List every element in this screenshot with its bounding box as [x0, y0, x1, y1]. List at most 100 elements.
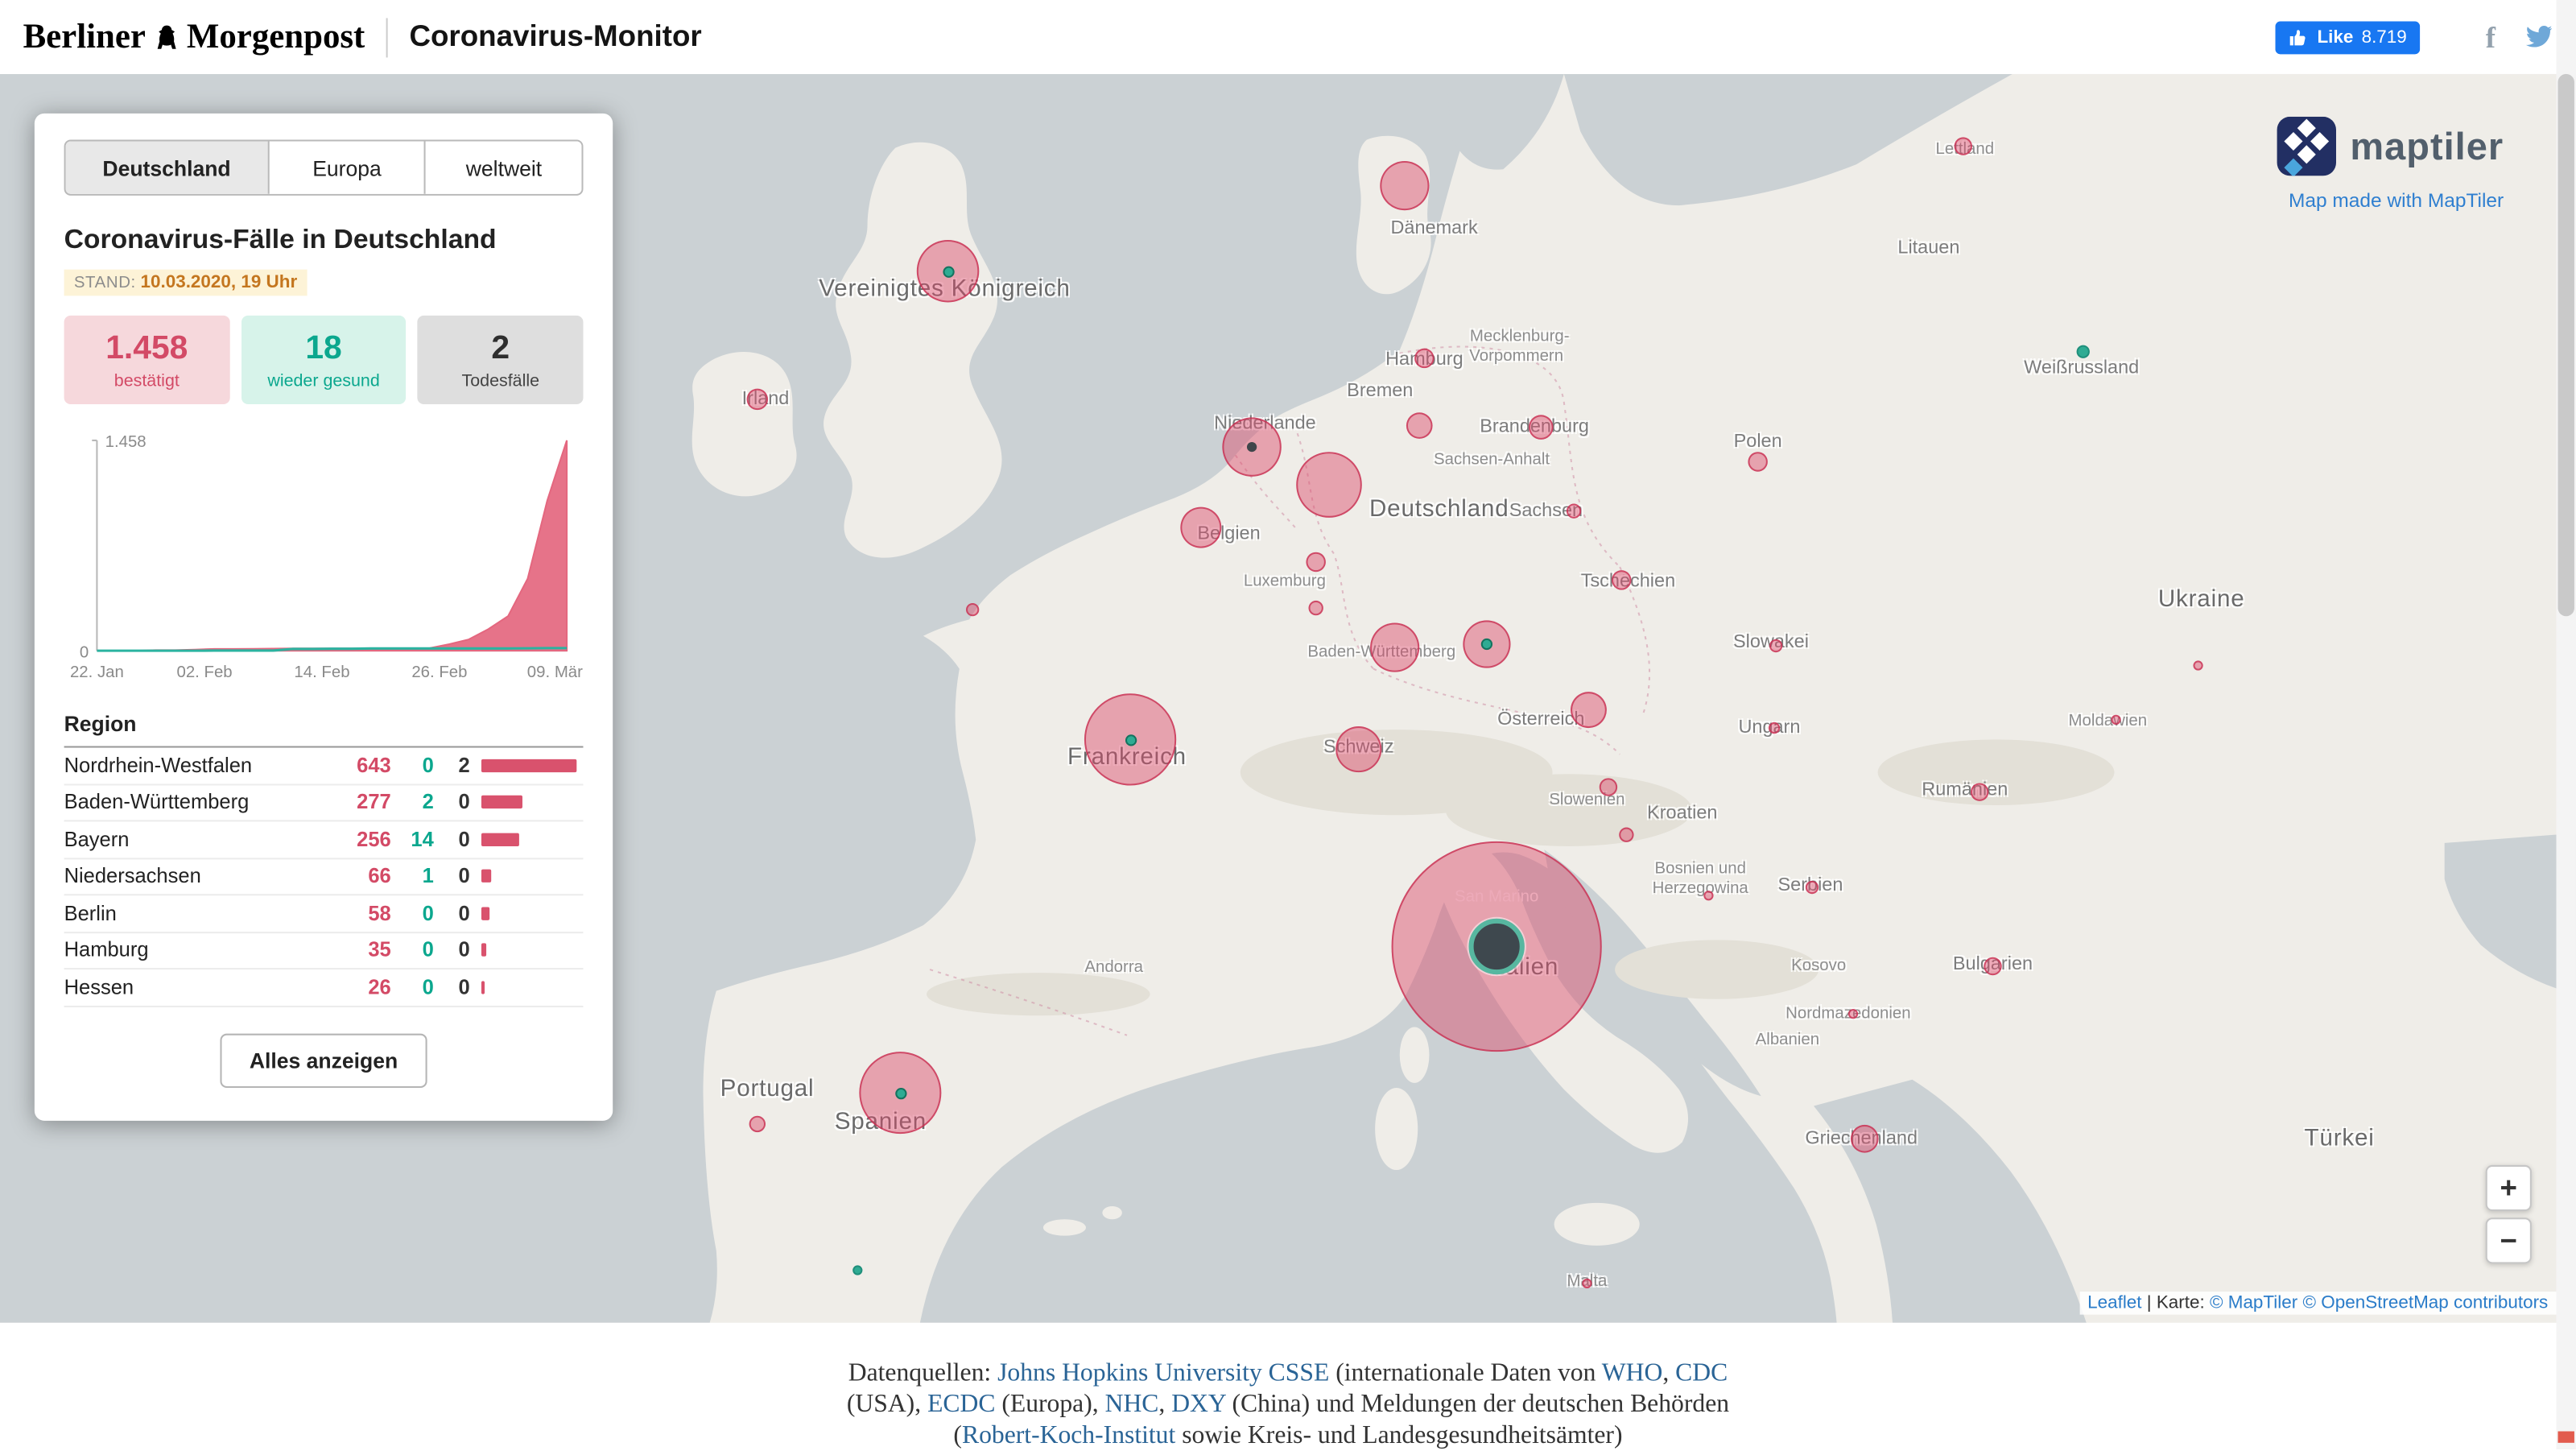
case-marker[interactable] — [1406, 412, 1433, 439]
facebook-icon[interactable]: f — [2485, 20, 2496, 54]
case-marker[interactable] — [1296, 452, 1362, 518]
show-all-button[interactable]: Alles anzeigen — [220, 1032, 427, 1087]
case-marker[interactable] — [1954, 137, 1972, 155]
case-marker[interactable] — [1180, 506, 1222, 548]
region-bar — [470, 980, 584, 994]
tab-deutschland[interactable]: Deutschland — [65, 141, 268, 194]
case-marker[interactable] — [1984, 957, 2002, 976]
region-bar — [470, 833, 584, 846]
zoom-out-button[interactable]: − — [2485, 1217, 2532, 1264]
svg-text:1.458: 1.458 — [105, 433, 147, 451]
attribution-link[interactable]: © OpenStreetMap contributors — [2302, 1293, 2549, 1313]
case-marker[interactable] — [1619, 827, 1634, 842]
case-marker[interactable] — [852, 1265, 863, 1275]
map-label: Deutschland — [1368, 496, 1509, 523]
case-marker[interactable] — [965, 602, 980, 617]
case-marker[interactable] — [1571, 692, 1607, 729]
map-label: Polen — [1733, 432, 1782, 453]
case-marker[interactable] — [1612, 570, 1632, 590]
region-recovered: 2 — [422, 791, 434, 814]
svg-text:14. Feb: 14. Feb — [294, 663, 349, 681]
table-row[interactable]: Bayern 256 14 0 — [64, 821, 584, 859]
map-canvas[interactable]: Vereinigtes Königreich Irland Dänemark Nied… — [0, 73, 2576, 1323]
case-marker[interactable] — [1769, 639, 1783, 653]
facebook-like-button[interactable]: Like 8.719 — [2276, 20, 2421, 54]
twitter-icon[interactable] — [2525, 25, 2553, 50]
svg-text:26. Feb: 26. Feb — [411, 663, 467, 681]
stand-value: 10.03.2020, 19 Uhr — [140, 272, 298, 293]
footer-link[interactable]: CDC — [1675, 1358, 1728, 1387]
case-marker[interactable] — [1308, 600, 1323, 616]
scrollbar-marker — [2557, 1431, 2574, 1443]
stat-deaths: 2 Todesfälle — [418, 315, 584, 405]
like-count: 8.719 — [2361, 27, 2407, 48]
region-name: Bayern — [64, 828, 130, 851]
table-row[interactable]: Baden-Württemberg 277 2 0 — [64, 784, 584, 822]
case-marker[interactable] — [749, 1115, 766, 1133]
case-marker[interactable] — [1566, 503, 1582, 519]
region-bar — [470, 907, 584, 920]
table-row[interactable]: Nordrhein-Westfalen 643 0 2 — [64, 748, 584, 785]
region-name: Hessen — [64, 975, 134, 999]
recovered-label: wieder gesund — [267, 370, 380, 391]
zoom-in-button[interactable]: + — [2485, 1164, 2532, 1212]
table-row[interactable]: Berlin 58 0 0 — [64, 895, 584, 933]
case-marker[interactable] — [2076, 345, 2090, 358]
footer-link[interactable]: Johns Hopkins University CSSE — [997, 1358, 1330, 1387]
case-marker[interactable] — [2193, 660, 2203, 671]
case-marker[interactable] — [746, 388, 769, 411]
footer-text: , — [1158, 1390, 1172, 1419]
map-label: Andorra — [1084, 958, 1143, 978]
case-marker[interactable] — [1084, 693, 1177, 786]
tab-weltweit[interactable]: weltweit — [424, 141, 582, 194]
region-name: Hamburg — [64, 938, 149, 962]
attribution-link[interactable]: Leaflet — [2087, 1293, 2142, 1313]
case-marker[interactable] — [1582, 1278, 1592, 1288]
scrollbar[interactable] — [2556, 0, 2576, 1449]
tab-europa[interactable]: Europa — [267, 141, 425, 194]
region-deaths: 0 — [458, 975, 470, 999]
case-marker[interactable] — [1847, 1009, 1859, 1019]
case-marker[interactable] — [859, 1052, 942, 1135]
attribution-text: | Karte: — [2141, 1293, 2210, 1313]
footer-link[interactable]: ECDC — [927, 1390, 996, 1419]
view-tabs: Deutschland Europa weltweit — [64, 139, 584, 196]
case-marker[interactable] — [1805, 880, 1819, 895]
confirmed-count: 1.458 — [105, 329, 188, 366]
case-marker[interactable] — [1528, 415, 1554, 440]
case-marker[interactable] — [1335, 726, 1382, 773]
brand-logo[interactable]: Berliner Morgenpost — [23, 16, 365, 57]
case-marker[interactable] — [1370, 622, 1420, 672]
case-marker[interactable] — [1414, 348, 1435, 369]
region-bar — [470, 943, 584, 957]
scrollbar-thumb[interactable] — [2557, 73, 2574, 617]
case-marker[interactable] — [1306, 552, 1326, 573]
panel-title: Coronavirus-Fälle in Deutschland — [64, 225, 497, 255]
footer-link[interactable]: DXY — [1171, 1390, 1226, 1419]
table-row[interactable]: Hamburg 35 0 0 — [64, 932, 584, 970]
table-row[interactable]: Niedersachsen 66 1 0 — [64, 858, 584, 896]
map-label: Bosnien und — [1654, 860, 1746, 878]
case-marker[interactable] — [2111, 714, 2121, 725]
maptiler-logo[interactable]: maptiler — [2276, 116, 2504, 176]
case-marker[interactable] — [1599, 778, 1618, 796]
footer-link[interactable]: WHO — [1601, 1358, 1663, 1387]
case-marker[interactable] — [1222, 417, 1282, 477]
case-marker[interactable] — [916, 239, 980, 303]
footer-link[interactable]: NHC — [1104, 1390, 1159, 1419]
region-name: Niedersachsen — [64, 864, 201, 888]
attribution-link[interactable]: © MapTiler — [2209, 1293, 2298, 1313]
case-marker[interactable] — [1850, 1124, 1879, 1153]
case-marker[interactable] — [1768, 721, 1781, 734]
case-marker[interactable] — [1463, 620, 1511, 668]
case-marker[interactable] — [1391, 841, 1602, 1052]
footer-link[interactable]: Robert-Koch-Institut — [961, 1421, 1176, 1449]
map-label: Luxemburg — [1243, 573, 1326, 591]
maptiler-tagline-link[interactable]: Map made with MapTiler — [2288, 188, 2504, 213]
table-row[interactable]: Hessen 26 0 0 — [64, 969, 584, 1007]
case-marker[interactable] — [1380, 160, 1430, 211]
case-marker[interactable] — [1748, 452, 1768, 472]
case-marker[interactable] — [1970, 783, 1989, 801]
case-marker[interactable] — [1703, 891, 1714, 901]
deaths-dot — [1246, 441, 1257, 453]
